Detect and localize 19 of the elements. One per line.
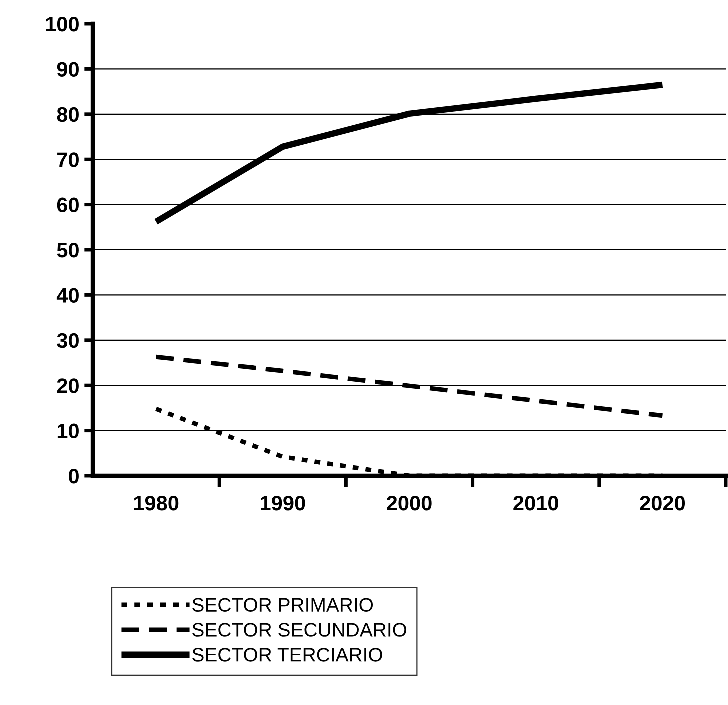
legend-label: SECTOR TERCIARIO <box>192 648 382 662</box>
x-tick-label: 2000 <box>387 496 432 511</box>
y-tick-label: 50 <box>57 243 79 258</box>
x-tick-label: 2010 <box>514 496 558 511</box>
legend-label: SECTOR SECUNDARIO <box>192 623 407 637</box>
y-tick-label: 30 <box>57 333 79 348</box>
y-tick-label: 100 <box>46 17 79 32</box>
y-tick-label: 0 <box>69 469 79 484</box>
legend-label: SECTOR PRIMARIO <box>192 598 374 612</box>
y-tick-label: 90 <box>57 62 79 77</box>
x-tick-label: 1990 <box>261 496 306 511</box>
y-tick-label: 60 <box>57 198 79 213</box>
y-tick-label: 40 <box>56 288 79 303</box>
x-tick-label: 1980 <box>134 496 179 511</box>
x-tick-label: 2020 <box>640 496 686 511</box>
y-tick-label: 70 <box>58 152 79 168</box>
y-tick-label: 20 <box>57 378 79 394</box>
y-tick-label: 10 <box>58 424 79 439</box>
y-tick-label: 80 <box>57 107 79 122</box>
